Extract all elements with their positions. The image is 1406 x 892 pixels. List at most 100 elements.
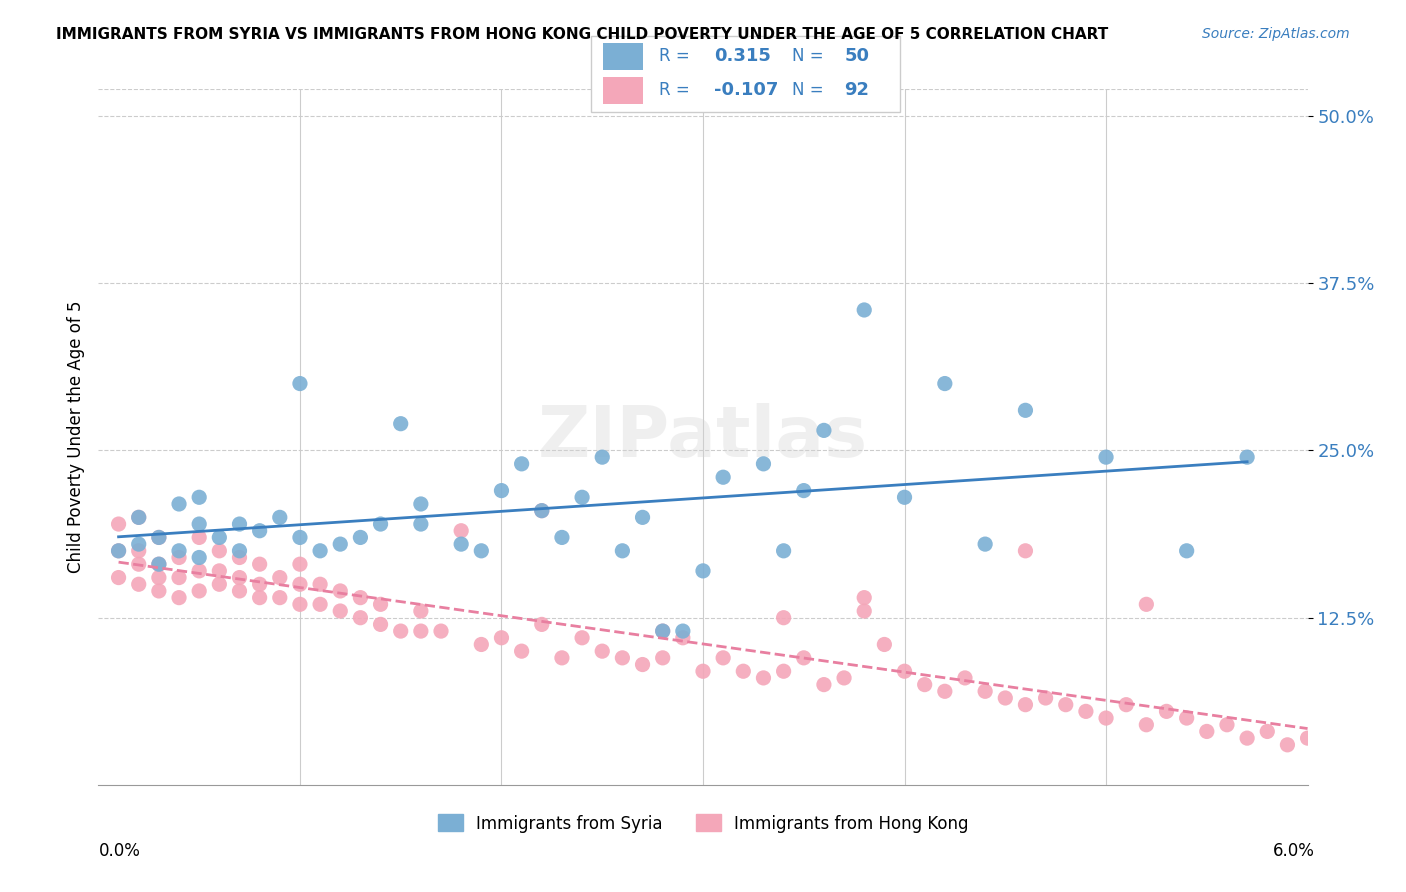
Point <box>793 651 815 665</box>
Point <box>288 577 311 591</box>
Point <box>128 577 150 591</box>
Point <box>612 651 634 665</box>
Text: R =: R = <box>658 47 689 65</box>
Point <box>934 376 956 391</box>
Point <box>188 490 211 504</box>
Point <box>1095 711 1118 725</box>
Text: -0.107: -0.107 <box>714 81 779 99</box>
Point <box>893 664 915 679</box>
Point <box>450 537 472 551</box>
Text: 0.0%: 0.0% <box>98 842 141 860</box>
Point <box>148 530 170 544</box>
Bar <box>603 43 643 70</box>
Point <box>148 557 170 572</box>
Point <box>1115 698 1137 712</box>
Point <box>813 678 835 692</box>
Point <box>208 577 231 591</box>
Point <box>409 497 432 511</box>
Point <box>389 624 412 639</box>
Point <box>450 524 472 538</box>
Point <box>591 644 613 658</box>
Point <box>571 631 593 645</box>
Point <box>107 544 129 558</box>
Point <box>530 617 553 632</box>
Point <box>612 544 634 558</box>
Point <box>491 483 513 498</box>
Point <box>249 591 271 605</box>
Point <box>832 671 855 685</box>
Text: R =: R = <box>658 81 689 99</box>
Point <box>1175 711 1198 725</box>
Point <box>1195 724 1218 739</box>
Point <box>974 684 997 698</box>
Point <box>631 510 654 524</box>
Point <box>409 516 432 531</box>
Point <box>733 664 755 679</box>
Point <box>409 624 432 639</box>
Point <box>953 671 976 685</box>
Point <box>148 571 170 585</box>
Point <box>1216 717 1239 731</box>
Point <box>167 497 190 511</box>
Point <box>249 524 271 538</box>
Text: Source: ZipAtlas.com: Source: ZipAtlas.com <box>1202 27 1350 41</box>
Text: IMMIGRANTS FROM SYRIA VS IMMIGRANTS FROM HONG KONG CHILD POVERTY UNDER THE AGE O: IMMIGRANTS FROM SYRIA VS IMMIGRANTS FROM… <box>56 27 1108 42</box>
Point <box>107 571 129 585</box>
Point <box>1135 717 1157 731</box>
Point <box>329 584 352 599</box>
Point <box>1054 698 1077 712</box>
Point <box>288 598 311 612</box>
Point <box>128 557 150 572</box>
Point <box>530 503 553 517</box>
Text: N =: N = <box>792 81 823 99</box>
Point <box>269 510 291 524</box>
Point <box>934 684 956 698</box>
Point <box>1095 450 1118 464</box>
Point <box>510 644 533 658</box>
Point <box>752 457 775 471</box>
Point <box>148 557 170 572</box>
Point <box>188 584 211 599</box>
Point <box>349 591 371 605</box>
Point <box>228 571 250 585</box>
Point <box>1277 738 1299 752</box>
Point <box>994 690 1017 705</box>
Text: 0.315: 0.315 <box>714 47 770 65</box>
Point <box>167 550 190 565</box>
Point <box>107 544 129 558</box>
Point <box>1014 698 1036 712</box>
Point <box>491 631 513 645</box>
Point <box>208 564 231 578</box>
Point <box>288 557 311 572</box>
Point <box>228 584 250 599</box>
Point <box>249 557 271 572</box>
Point <box>208 544 231 558</box>
Point <box>128 544 150 558</box>
Point <box>228 516 250 531</box>
Point <box>1296 731 1319 746</box>
Point <box>288 376 311 391</box>
Point <box>128 510 150 524</box>
Point <box>1014 403 1036 417</box>
Point <box>772 664 794 679</box>
Point <box>752 671 775 685</box>
Point <box>269 591 291 605</box>
Point <box>309 577 332 591</box>
Point <box>651 624 673 639</box>
Point <box>1135 598 1157 612</box>
Point <box>370 516 392 531</box>
Point <box>711 651 734 665</box>
Point <box>914 678 936 692</box>
Point <box>188 516 211 531</box>
Point <box>349 530 371 544</box>
Point <box>430 624 453 639</box>
Point <box>128 510 150 524</box>
Point <box>148 584 170 599</box>
Point <box>167 544 190 558</box>
Point <box>651 624 673 639</box>
Point <box>772 611 794 625</box>
Y-axis label: Child Poverty Under the Age of 5: Child Poverty Under the Age of 5 <box>66 301 84 574</box>
Point <box>1035 690 1057 705</box>
Point <box>188 564 211 578</box>
Point <box>208 530 231 544</box>
